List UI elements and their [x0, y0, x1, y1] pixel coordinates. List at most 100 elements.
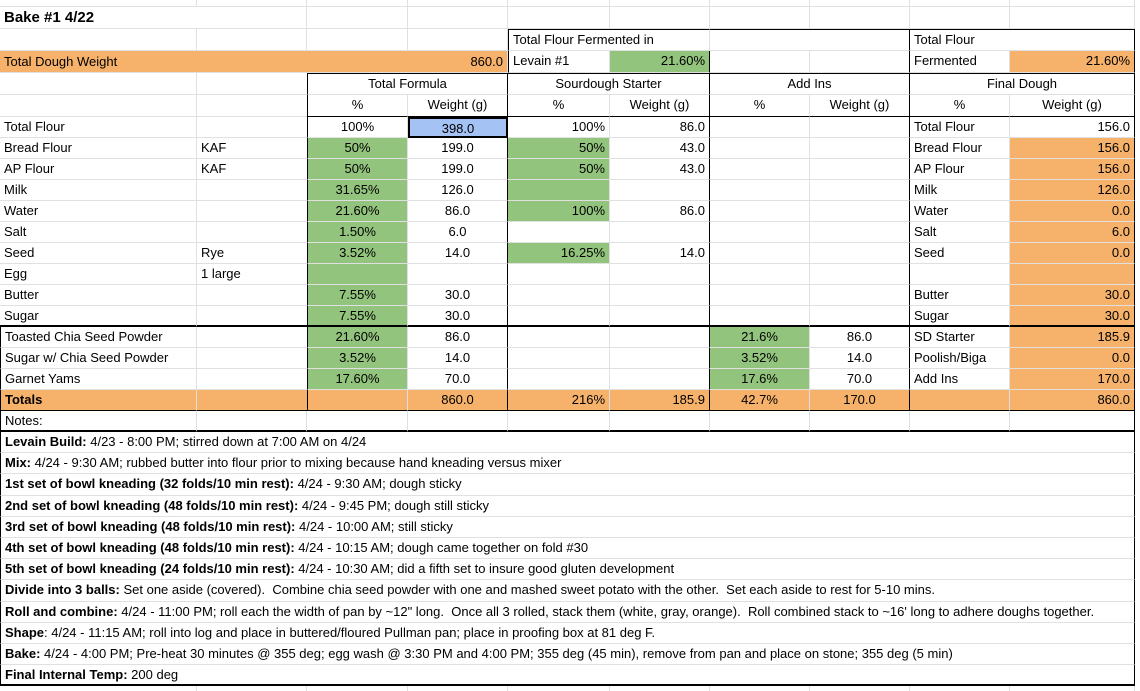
tf-weight-cell[interactable]: 6.0 [408, 222, 508, 243]
sd-weight-cell[interactable] [610, 327, 710, 348]
totals-ai-pct[interactable]: 42.7% [710, 390, 810, 411]
ai-weight-cell[interactable]: 86.0 [810, 327, 910, 348]
group-header-total-formula[interactable]: Total Formula [307, 73, 508, 95]
group-header-sourdough-starter[interactable]: Sourdough Starter [508, 73, 710, 95]
weight-header[interactable]: Weight (g) [408, 95, 508, 117]
cell[interactable] [508, 411, 610, 432]
ai-weight-cell[interactable]: 14.0 [810, 348, 910, 369]
fd-label-cell[interactable]: AP Flour [910, 159, 1010, 180]
tf-pct-cell[interactable]: 21.60% [307, 201, 408, 222]
totals-sd-weight[interactable]: 185.9 [610, 390, 710, 411]
pct-header[interactable]: % [710, 95, 810, 117]
cell[interactable] [910, 7, 1010, 29]
cell[interactable] [1010, 7, 1135, 29]
cell[interactable] [408, 411, 508, 432]
fd-label-cell[interactable]: Bread Flour [910, 138, 1010, 159]
cell[interactable] [508, 7, 610, 29]
sd-weight-cell[interactable] [610, 222, 710, 243]
tf-weight-cell[interactable]: 14.0 [408, 243, 508, 264]
sd-weight-cell[interactable]: 86.0 [610, 117, 710, 138]
fd-weight-cell[interactable]: 156.0 [1010, 159, 1135, 180]
total-flour-header[interactable]: Total Flour [910, 29, 1135, 51]
fd-label-cell[interactable]: Add Ins [910, 369, 1010, 390]
ingredient-note[interactable] [197, 285, 307, 306]
fd-label-cell[interactable]: Total Flour [910, 117, 1010, 138]
tf-pct-cell[interactable]: 7.55% [307, 285, 408, 306]
cell[interactable] [610, 411, 710, 432]
cell[interactable] [710, 51, 810, 73]
cell[interactable] [197, 73, 307, 95]
sd-pct-cell[interactable] [508, 180, 610, 201]
levain-label-cell[interactable]: Levain #1 [508, 51, 610, 73]
weight-header[interactable]: Weight (g) [810, 95, 910, 117]
tf-pct-cell[interactable]: 21.60% [307, 327, 408, 348]
ai-pct-cell[interactable] [710, 306, 810, 327]
note-row[interactable]: 5th set of bowl kneading (24 folds/10 mi… [0, 559, 1135, 581]
ingredient-note[interactable]: KAF [197, 138, 307, 159]
tf-weight-cell[interactable]: 70.0 [408, 369, 508, 390]
fd-weight-cell[interactable]: 185.9 [1010, 327, 1135, 348]
fermented-pct-cell[interactable]: 21.60% [1010, 51, 1135, 73]
ai-weight-cell[interactable] [810, 264, 910, 285]
weight-header[interactable]: Weight (g) [1010, 95, 1135, 117]
note-row[interactable]: Shape: 4/24 - 11:15 AM; roll into log an… [0, 622, 1135, 644]
totals-fd-weight[interactable]: 860.0 [1010, 390, 1135, 411]
cell[interactable] [810, 411, 910, 432]
ingredient-label[interactable]: Total Flour [0, 117, 197, 138]
tf-pct-cell[interactable]: 50% [307, 159, 408, 180]
ingredient-label[interactable]: Water [0, 201, 197, 222]
tf-pct-cell[interactable] [307, 264, 408, 285]
ingredient-note[interactable]: Rye [197, 243, 307, 264]
group-header-add-ins[interactable]: Add Ins [710, 73, 910, 95]
cell[interactable] [307, 7, 408, 29]
ai-weight-cell[interactable] [810, 306, 910, 327]
ai-weight-cell[interactable]: 70.0 [810, 369, 910, 390]
ai-pct-cell[interactable] [710, 243, 810, 264]
tf-pct-cell[interactable]: 100% [307, 117, 408, 138]
totals-ai-weight[interactable]: 170.0 [810, 390, 910, 411]
fd-label-cell[interactable]: Seed [910, 243, 1010, 264]
weight-header[interactable]: Weight (g) [610, 95, 710, 117]
pct-header[interactable]: % [307, 95, 408, 117]
ai-weight-cell[interactable] [810, 222, 910, 243]
ingredient-note[interactable] [197, 222, 307, 243]
tf-pct-cell[interactable]: 3.52% [307, 243, 408, 264]
sd-pct-cell[interactable]: 16.25% [508, 243, 610, 264]
sheet-title[interactable]: Bake #1 4/22 [0, 7, 307, 29]
ai-pct-cell[interactable]: 17.6% [710, 369, 810, 390]
ai-weight-cell[interactable] [810, 201, 910, 222]
totals-sd-pct[interactable]: 216% [508, 390, 610, 411]
sd-pct-cell[interactable] [508, 348, 610, 369]
ai-weight-cell[interactable] [810, 285, 910, 306]
fd-label-cell[interactable]: Water [910, 201, 1010, 222]
ingredient-label[interactable]: Garnet Yams [0, 369, 197, 390]
ingredient-note[interactable]: KAF [197, 159, 307, 180]
sd-pct-cell[interactable] [508, 369, 610, 390]
ingredient-label[interactable]: Toasted Chia Seed Powder [0, 327, 197, 348]
sd-pct-cell[interactable] [508, 285, 610, 306]
ingredient-note[interactable] [197, 201, 307, 222]
fd-label-cell[interactable]: Butter [910, 285, 1010, 306]
ingredient-note[interactable] [197, 369, 307, 390]
sd-pct-cell[interactable]: 100% [508, 117, 610, 138]
sd-pct-cell[interactable]: 50% [508, 159, 610, 180]
cell[interactable] [197, 95, 307, 117]
ai-pct-cell[interactable] [710, 285, 810, 306]
ai-pct-cell[interactable] [710, 201, 810, 222]
tf-weight-cell[interactable]: 86.0 [408, 327, 508, 348]
levain-pct-cell[interactable]: 21.60% [610, 51, 710, 73]
ingredient-label[interactable]: Butter [0, 285, 197, 306]
cell[interactable] [307, 29, 408, 51]
ai-pct-cell[interactable]: 21.6% [710, 327, 810, 348]
cell[interactable] [0, 95, 197, 117]
cell[interactable] [408, 7, 508, 29]
ingredient-label[interactable]: Sugar [0, 306, 197, 327]
totals-tf-pct[interactable] [307, 390, 408, 411]
note-row[interactable]: 1st set of bowl kneading (32 folds/10 mi… [0, 474, 1135, 496]
note-row[interactable]: 2nd set of bowl kneading (48 folds/10 mi… [0, 495, 1135, 517]
sd-weight-cell[interactable] [610, 369, 710, 390]
ingredient-label[interactable]: Sugar w/ Chia Seed Powder [0, 348, 197, 369]
fd-weight-cell[interactable]: 156.0 [1010, 117, 1135, 138]
tf-pct-cell[interactable]: 17.60% [307, 369, 408, 390]
sd-weight-cell[interactable] [610, 264, 710, 285]
